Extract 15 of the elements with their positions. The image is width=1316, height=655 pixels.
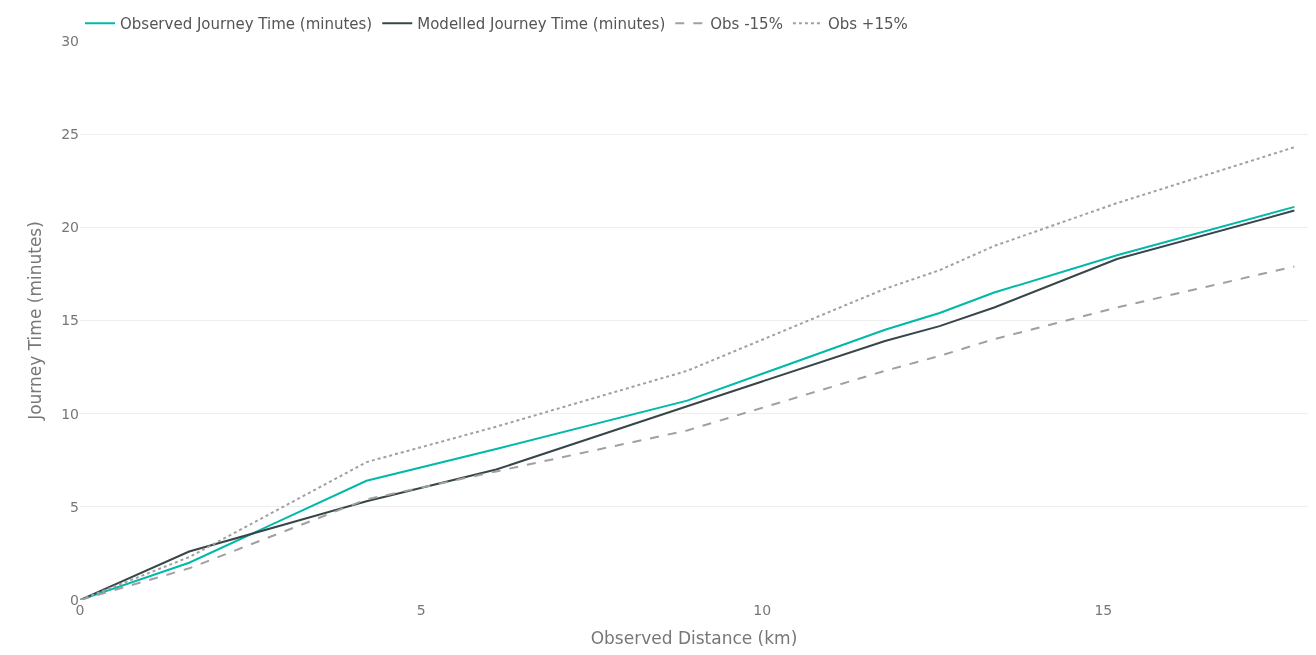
x-axis-title: Observed Distance (km) (590, 628, 798, 649)
y-axis-title: Journey Time (minutes) (24, 221, 45, 421)
legend-label: Observed Journey Time (minutes) (120, 15, 373, 34)
y-tick-label: 15 (61, 312, 79, 329)
x-tick-label: 10 (753, 602, 772, 618)
y-tick-label: 10 (61, 405, 79, 422)
y-tick-label: 30 (61, 32, 79, 49)
legend-label: Modelled Journey Time (minutes) (417, 15, 666, 34)
legend-label: Obs +15% (827, 15, 908, 34)
x-tick-label: 15 (1094, 602, 1113, 618)
y-tick-label: 5 (70, 498, 79, 515)
x-tick-label: 5 (416, 602, 426, 618)
y-tick-label: 25 (61, 126, 79, 143)
y-tick-label: 20 (61, 219, 79, 236)
legend-label: Obs -15% (710, 15, 783, 34)
